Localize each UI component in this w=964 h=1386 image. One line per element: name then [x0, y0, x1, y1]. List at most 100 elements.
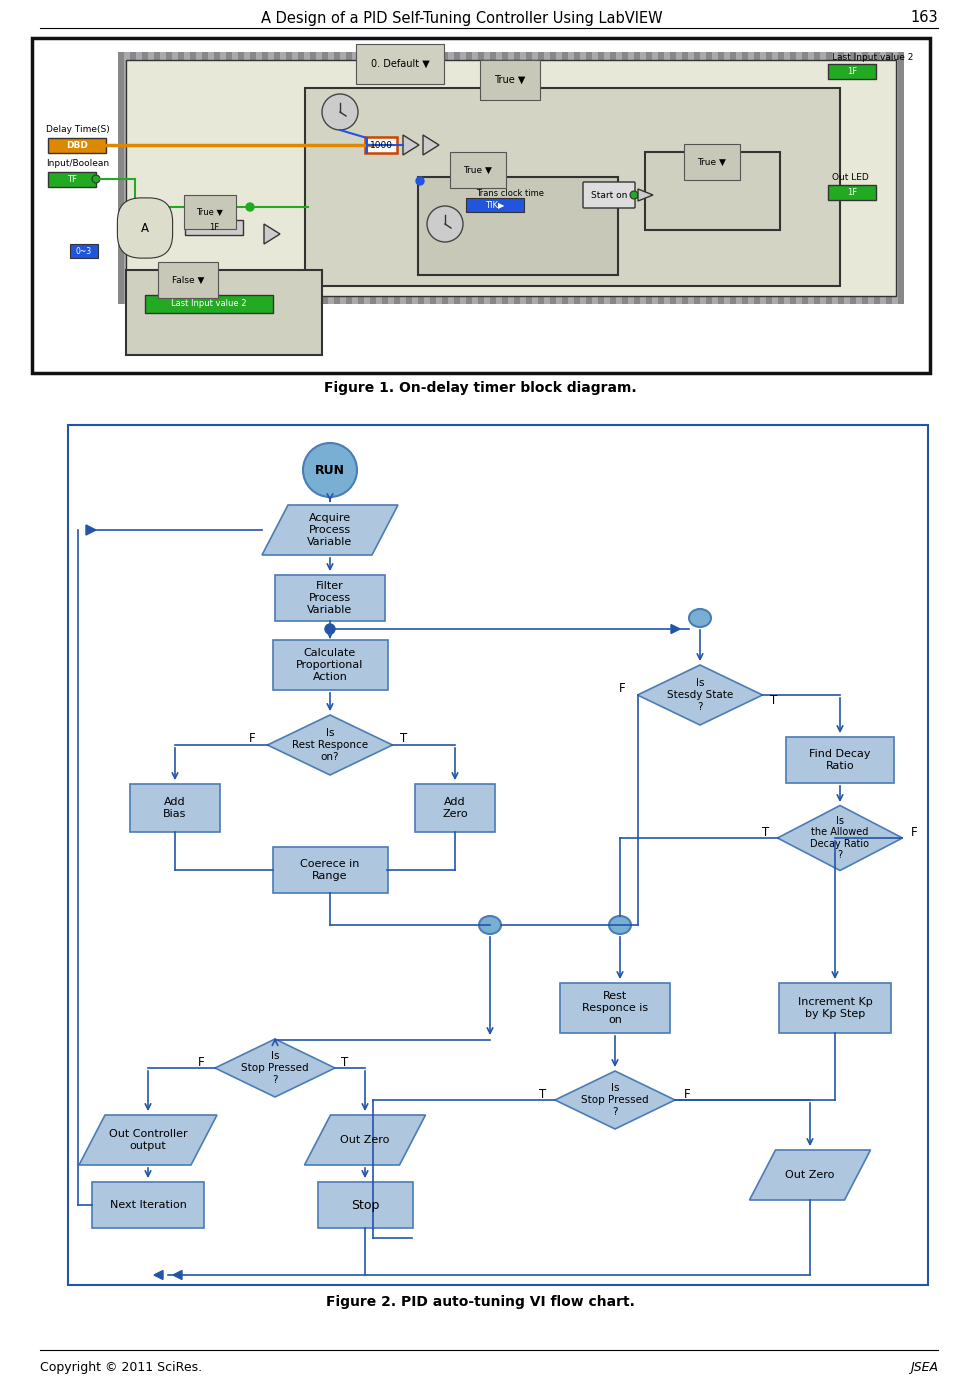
FancyBboxPatch shape	[190, 53, 196, 304]
FancyBboxPatch shape	[676, 53, 682, 304]
FancyBboxPatch shape	[583, 182, 635, 208]
FancyBboxPatch shape	[406, 53, 412, 304]
FancyBboxPatch shape	[466, 198, 524, 212]
FancyBboxPatch shape	[664, 53, 670, 304]
FancyBboxPatch shape	[304, 53, 310, 304]
FancyBboxPatch shape	[70, 244, 98, 258]
FancyBboxPatch shape	[786, 737, 894, 783]
Circle shape	[325, 624, 335, 633]
FancyBboxPatch shape	[828, 184, 876, 200]
Text: Is
the Allowed
Decay Ratio
?: Is the Allowed Decay Ratio ?	[811, 815, 870, 861]
Text: Is
Stop Pressed
?: Is Stop Pressed ?	[581, 1084, 649, 1117]
Text: Figure 2. PID auto-tuning VI flow chart.: Figure 2. PID auto-tuning VI flow chart.	[326, 1295, 634, 1308]
FancyBboxPatch shape	[232, 53, 238, 304]
FancyBboxPatch shape	[616, 53, 622, 304]
FancyBboxPatch shape	[838, 53, 844, 304]
FancyBboxPatch shape	[862, 53, 868, 304]
FancyBboxPatch shape	[496, 53, 502, 304]
FancyBboxPatch shape	[250, 53, 256, 304]
FancyBboxPatch shape	[646, 53, 652, 304]
FancyBboxPatch shape	[520, 53, 526, 304]
Text: Input/Boolean: Input/Boolean	[46, 159, 110, 169]
FancyBboxPatch shape	[652, 53, 658, 304]
Ellipse shape	[479, 916, 501, 934]
FancyBboxPatch shape	[532, 53, 538, 304]
FancyBboxPatch shape	[148, 53, 154, 304]
Polygon shape	[86, 525, 96, 535]
FancyBboxPatch shape	[454, 53, 460, 304]
FancyBboxPatch shape	[418, 53, 424, 304]
Text: Out Zero: Out Zero	[340, 1135, 389, 1145]
FancyBboxPatch shape	[130, 784, 220, 832]
Text: Stop: Stop	[351, 1199, 379, 1211]
Polygon shape	[79, 1114, 217, 1166]
Text: 1F: 1F	[847, 188, 857, 197]
Circle shape	[416, 177, 424, 184]
FancyBboxPatch shape	[92, 1182, 204, 1228]
FancyBboxPatch shape	[286, 53, 292, 304]
Polygon shape	[637, 665, 763, 725]
FancyBboxPatch shape	[892, 53, 898, 304]
FancyBboxPatch shape	[196, 53, 202, 304]
Ellipse shape	[609, 916, 631, 934]
Polygon shape	[262, 505, 398, 554]
FancyBboxPatch shape	[645, 152, 780, 230]
FancyBboxPatch shape	[460, 53, 466, 304]
FancyBboxPatch shape	[317, 1182, 413, 1228]
Polygon shape	[173, 1271, 182, 1279]
FancyBboxPatch shape	[682, 53, 688, 304]
FancyBboxPatch shape	[328, 53, 334, 304]
Text: Last Input value 2: Last Input value 2	[172, 299, 247, 309]
FancyBboxPatch shape	[275, 575, 385, 621]
FancyBboxPatch shape	[262, 53, 268, 304]
FancyBboxPatch shape	[226, 53, 232, 304]
FancyBboxPatch shape	[126, 270, 322, 355]
FancyBboxPatch shape	[748, 53, 754, 304]
FancyBboxPatch shape	[238, 53, 244, 304]
FancyBboxPatch shape	[556, 53, 562, 304]
FancyBboxPatch shape	[562, 53, 568, 304]
Polygon shape	[555, 1071, 675, 1130]
FancyBboxPatch shape	[560, 983, 670, 1033]
FancyBboxPatch shape	[364, 53, 370, 304]
FancyBboxPatch shape	[754, 53, 760, 304]
Circle shape	[366, 140, 378, 151]
FancyBboxPatch shape	[256, 53, 262, 304]
Text: Next Iteration: Next Iteration	[110, 1200, 186, 1210]
Text: Add
Zero: Add Zero	[442, 797, 468, 819]
Text: Out Zero: Out Zero	[786, 1170, 835, 1179]
FancyBboxPatch shape	[136, 53, 142, 304]
FancyBboxPatch shape	[126, 60, 896, 297]
FancyBboxPatch shape	[742, 53, 748, 304]
FancyBboxPatch shape	[273, 640, 388, 690]
FancyBboxPatch shape	[502, 53, 508, 304]
Text: Copyright © 2011 SciRes.: Copyright © 2011 SciRes.	[40, 1361, 202, 1375]
FancyBboxPatch shape	[370, 53, 376, 304]
FancyBboxPatch shape	[694, 53, 700, 304]
FancyBboxPatch shape	[868, 53, 874, 304]
Text: T: T	[540, 1088, 547, 1100]
Text: 0. Default ▼: 0. Default ▼	[370, 60, 429, 69]
Circle shape	[427, 207, 463, 243]
FancyBboxPatch shape	[424, 53, 430, 304]
Text: Trans clock time: Trans clock time	[476, 188, 544, 197]
Text: Rest
Responce is
on: Rest Responce is on	[582, 991, 648, 1024]
FancyBboxPatch shape	[244, 53, 250, 304]
Text: F: F	[911, 826, 918, 839]
Circle shape	[303, 444, 357, 498]
Text: T: T	[763, 826, 769, 839]
FancyBboxPatch shape	[478, 53, 484, 304]
FancyBboxPatch shape	[898, 53, 904, 304]
FancyBboxPatch shape	[538, 53, 544, 304]
Text: Figure 1. On-delay timer block diagram.: Figure 1. On-delay timer block diagram.	[324, 381, 636, 395]
FancyBboxPatch shape	[202, 53, 208, 304]
FancyBboxPatch shape	[828, 64, 876, 79]
FancyBboxPatch shape	[850, 53, 856, 304]
Text: Coerece in
Range: Coerece in Range	[301, 859, 360, 880]
FancyBboxPatch shape	[448, 53, 454, 304]
Text: Calculate
Proportional
Action: Calculate Proportional Action	[296, 649, 363, 682]
FancyBboxPatch shape	[184, 53, 190, 304]
FancyBboxPatch shape	[208, 53, 214, 304]
Text: Start on: Start on	[591, 190, 628, 200]
FancyBboxPatch shape	[358, 53, 364, 304]
